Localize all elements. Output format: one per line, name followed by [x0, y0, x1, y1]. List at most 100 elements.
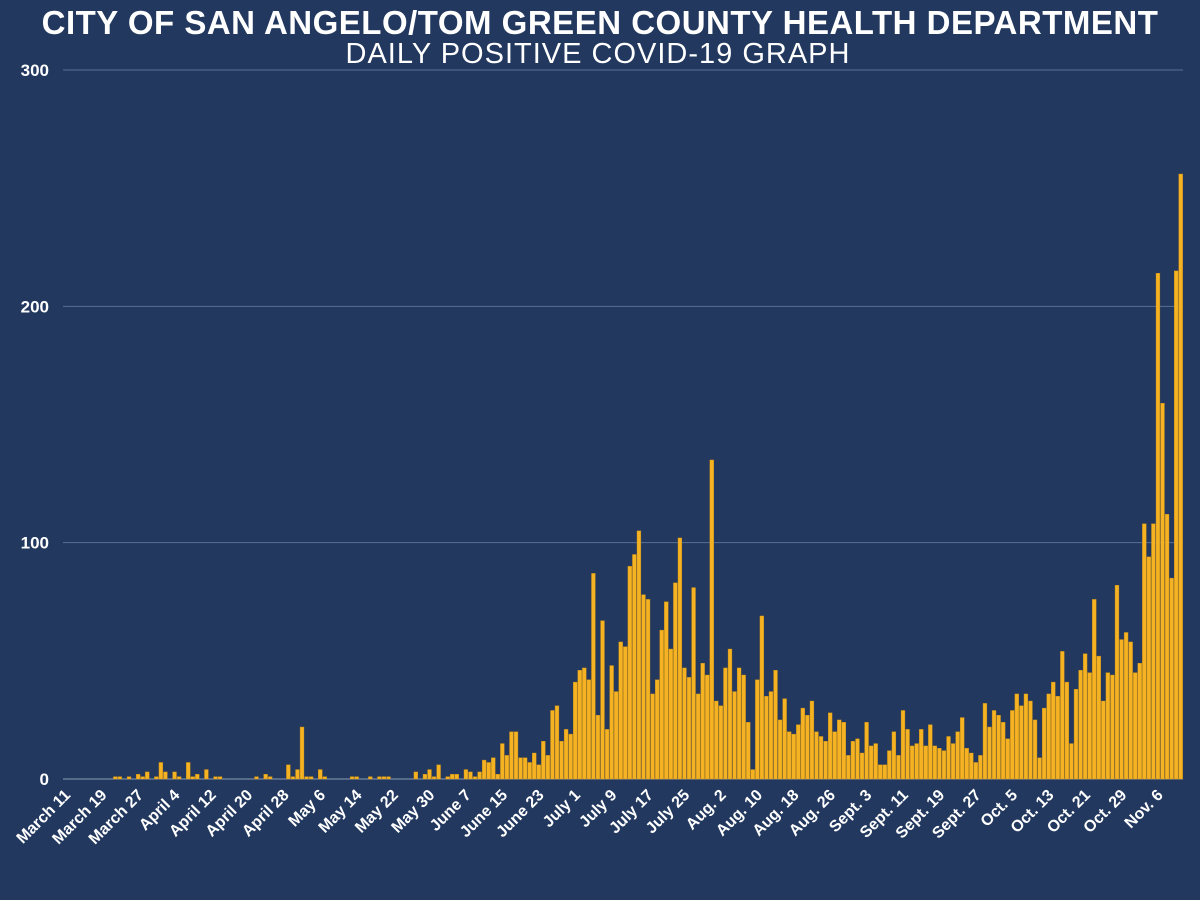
bar: [891, 731, 897, 780]
bar: [582, 667, 587, 780]
bar: [950, 743, 956, 780]
bar: [304, 776, 309, 780]
bar: [532, 752, 537, 780]
bar: [1051, 681, 1056, 780]
bar: [145, 771, 150, 780]
bar: [695, 693, 701, 780]
bar: [878, 764, 883, 780]
bar: [996, 714, 1001, 780]
bar: [1082, 653, 1088, 780]
bar: [427, 769, 432, 780]
bar: [491, 757, 496, 780]
bar: [140, 776, 145, 780]
bar: [655, 679, 660, 780]
bar: [536, 764, 541, 780]
bar: [746, 722, 751, 780]
bar: [1133, 672, 1138, 780]
bar: [937, 748, 942, 780]
bar: [800, 707, 805, 780]
bar: [982, 703, 988, 780]
bar: [113, 776, 118, 780]
bar: [381, 776, 387, 780]
bar: [1174, 270, 1179, 780]
bar: [477, 771, 482, 780]
bar: [909, 745, 915, 780]
bar: [636, 530, 642, 780]
bar: [322, 776, 327, 780]
bar: [641, 594, 646, 780]
bar: [791, 733, 796, 780]
bar: [964, 748, 969, 780]
bar: [295, 769, 300, 780]
bar: [887, 750, 892, 780]
bar: [1092, 599, 1097, 780]
bar: [158, 762, 164, 780]
bar: [673, 582, 678, 780]
bar: [869, 745, 874, 780]
bar: [796, 724, 801, 780]
bar: [472, 776, 478, 780]
bar: [941, 750, 947, 780]
x-tick-label: Nov. 6: [1122, 787, 1167, 832]
bar: [750, 769, 755, 780]
bar: [176, 776, 182, 780]
bar: [991, 710, 997, 780]
bar: [190, 776, 195, 780]
bar: [900, 710, 906, 780]
bar: [914, 743, 919, 780]
bar: [818, 736, 824, 780]
bar: [468, 771, 473, 780]
bar: [1164, 514, 1170, 780]
bar: [563, 729, 569, 780]
bar: [973, 762, 978, 780]
bar: [682, 667, 687, 780]
bar: [659, 629, 664, 780]
bar: [482, 759, 487, 780]
bar: [286, 764, 291, 780]
bar: [837, 719, 842, 780]
bar: [955, 731, 960, 780]
bar: [664, 601, 669, 780]
y-tick-label: 0: [40, 770, 49, 789]
bar: [163, 771, 168, 780]
bar: [1142, 523, 1147, 780]
bar: [186, 762, 191, 780]
bar: [1046, 693, 1051, 780]
bar: [213, 776, 218, 780]
bar: [586, 679, 591, 780]
bar: [668, 648, 673, 780]
bar: [1087, 672, 1092, 780]
bar: [864, 722, 869, 780]
bar: [1123, 632, 1129, 780]
bar: [436, 764, 441, 780]
bar: [1060, 651, 1065, 780]
bar: [377, 776, 382, 780]
bar: [946, 736, 951, 780]
x-tick-label: July 1: [540, 787, 584, 831]
bar: [777, 719, 783, 780]
bar: [545, 755, 551, 780]
bar: [600, 620, 605, 780]
bar: [645, 599, 651, 780]
bar: [1151, 523, 1156, 780]
bar: [1160, 403, 1165, 780]
bar: [445, 776, 450, 780]
bar: [573, 681, 578, 780]
bar: [741, 674, 746, 780]
bar: [431, 776, 437, 780]
bar: [677, 537, 683, 780]
bar: [217, 776, 223, 780]
bar: [1032, 719, 1038, 780]
bar: [1101, 700, 1106, 780]
bar: [1096, 655, 1101, 780]
bar: [923, 745, 928, 780]
bar: [823, 740, 828, 780]
bar: [1105, 672, 1111, 780]
bar: [527, 762, 532, 780]
y-tick-label: 300: [21, 61, 49, 80]
bar: [290, 776, 296, 780]
bar: [1178, 173, 1183, 780]
bar: [841, 722, 846, 780]
